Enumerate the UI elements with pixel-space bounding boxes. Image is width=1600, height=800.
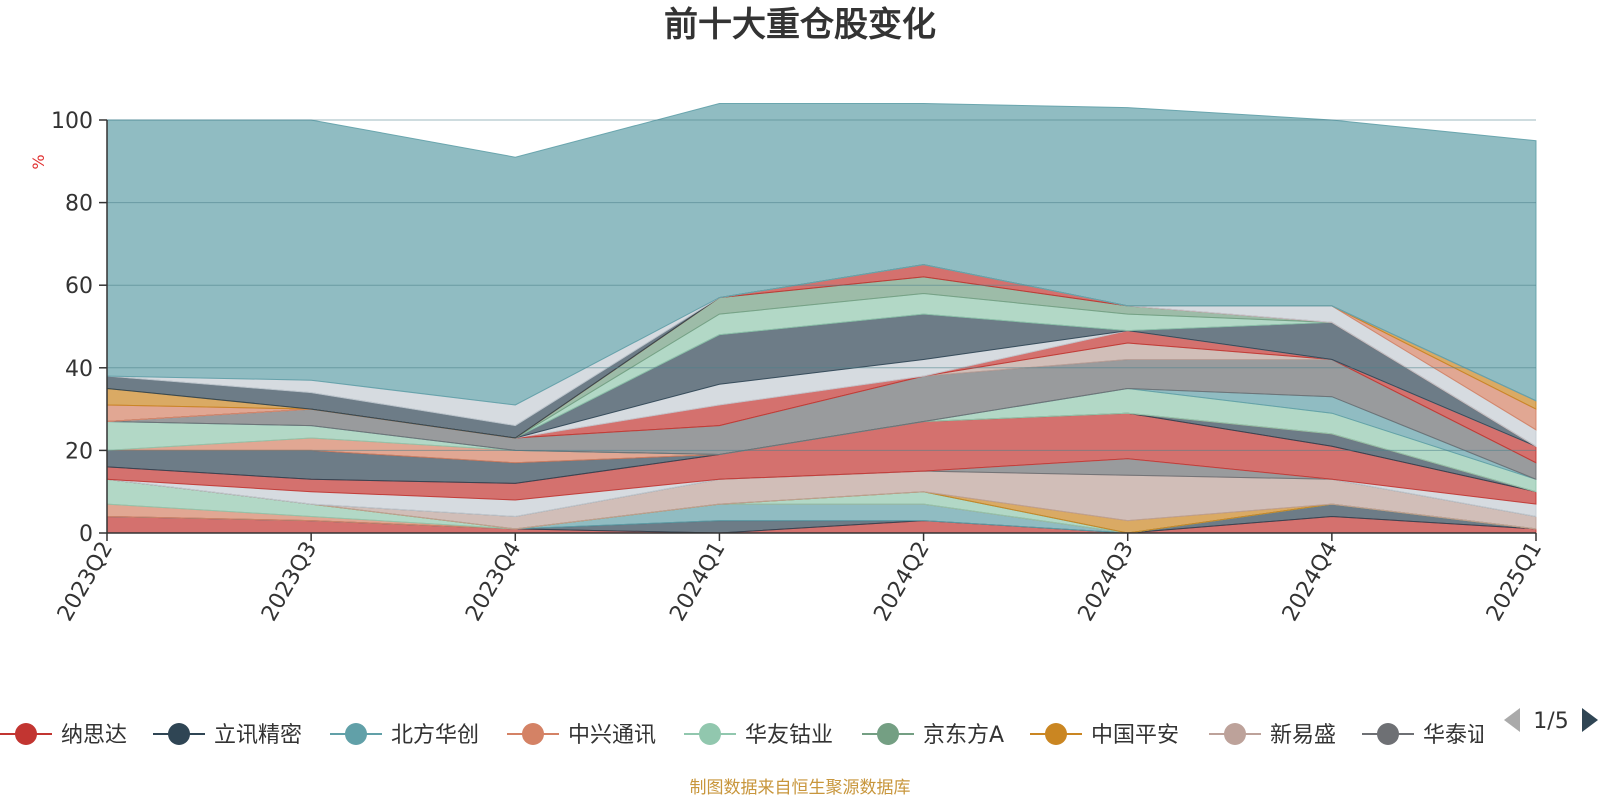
legend-item-8[interactable]: 华泰证券 — [1362, 723, 1511, 748]
legend-label-0: 纳思达 — [61, 723, 127, 748]
legend-item-2[interactable]: 北方华创 — [330, 723, 479, 748]
legend-item-5[interactable]: 京东方A — [862, 723, 1004, 748]
legend-marker-1 — [168, 723, 190, 745]
legend-label-6: 中国平安 — [1091, 723, 1179, 748]
area-series-28[interactable] — [106, 103, 1537, 406]
legend-label-8: 华泰证券 — [1423, 723, 1511, 748]
x-tick-label-5: 2024Q3 — [1074, 538, 1139, 626]
x-tick-label-1: 2023Q3 — [257, 538, 322, 626]
y-tick-label-2: 40 — [65, 357, 93, 382]
legend-label-5: 京东方A — [923, 723, 1004, 748]
legend-label-2: 北方华创 — [391, 723, 479, 748]
legend-item-4[interactable]: 华友钴业 — [684, 723, 833, 748]
legend-label-3: 中兴通讯 — [568, 723, 656, 748]
chart-title: 前十大重仓股变化 — [664, 5, 936, 45]
x-tick-label-3: 2024Q1 — [665, 538, 730, 626]
area-series-group — [106, 103, 1537, 534]
x-tick-label-0: 2023Q2 — [53, 538, 118, 626]
legend-marker-5 — [877, 723, 899, 745]
legend-next-icon[interactable] — [1582, 708, 1598, 732]
data-source-note: 制图数据来自恒生聚源数据库 — [690, 778, 911, 798]
grid-lines — [107, 119, 1536, 451]
x-tick-label-2: 2023Q4 — [461, 538, 526, 626]
legend-marker-4 — [699, 723, 721, 745]
legend-label-4: 华友钴业 — [745, 723, 833, 748]
legend-item-3[interactable]: 中兴通讯 — [507, 723, 656, 748]
legend-page-indicator: 1/5 — [1533, 709, 1568, 734]
legend-marker-8 — [1377, 723, 1399, 745]
y-axis-unit-label: % — [29, 154, 48, 169]
x-tick-label-6: 2024Q4 — [1278, 538, 1343, 626]
y-tick-label-1: 20 — [65, 439, 93, 464]
legend-marker-2 — [345, 723, 367, 745]
legend-item-1[interactable]: 立讯精密 — [153, 723, 302, 748]
y-tick-label-4: 80 — [65, 192, 93, 217]
legend-pager: 1/5 — [1504, 708, 1598, 734]
x-tick-label-7: 2025Q1 — [1482, 538, 1547, 626]
legend-item-7[interactable]: 新易盛 — [1209, 723, 1336, 748]
y-tick-label-0: 0 — [79, 522, 93, 547]
legend-prev-icon[interactable] — [1504, 708, 1520, 732]
y-tick-label-3: 60 — [65, 274, 93, 299]
legend-label-7: 新易盛 — [1270, 723, 1336, 748]
legend-label-1: 立讯精密 — [214, 723, 302, 748]
legend-marker-0 — [15, 723, 37, 745]
legend-item-6[interactable]: 中国平安 — [1030, 723, 1179, 748]
legend: 纳思达 立讯精密 北方华创 中兴通讯 华友钴业 京东方A 中国平安 新易盛 华泰证券 — [0, 723, 1511, 748]
y-tick-label-5: 100 — [51, 109, 93, 134]
legend-item-0[interactable]: 纳思达 — [0, 723, 127, 748]
legend-marker-3 — [522, 723, 544, 745]
legend-marker-6 — [1045, 723, 1067, 745]
x-tick-label-4: 2024Q2 — [869, 538, 934, 626]
legend-marker-7 — [1224, 723, 1246, 745]
